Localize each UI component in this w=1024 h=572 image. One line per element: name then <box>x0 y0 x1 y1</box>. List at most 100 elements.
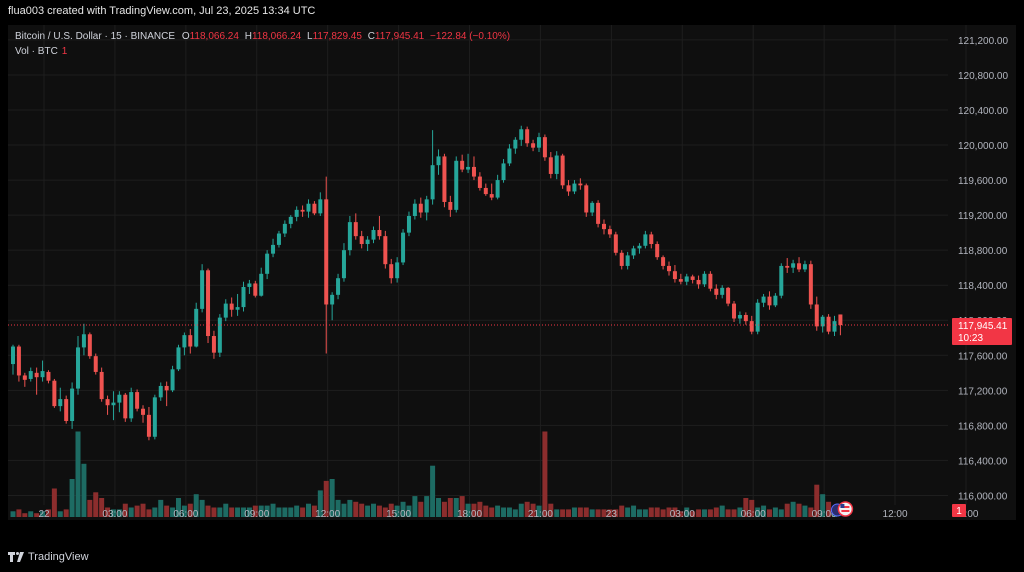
chart-legend: Bitcoin / U.S. Dollar · 15 · BINANCE O11… <box>15 29 513 59</box>
volume-bar <box>75 431 81 517</box>
candle-body <box>531 143 536 148</box>
candle-body <box>129 392 134 419</box>
volume-bar <box>766 509 772 517</box>
volume-bar <box>725 509 731 517</box>
y-tick-label: 116,800.00 <box>958 421 1008 432</box>
volume-bar <box>607 509 613 517</box>
candle-body <box>123 394 128 419</box>
volume-bar <box>719 505 725 517</box>
candle-body <box>578 183 583 186</box>
high-key: H <box>244 31 252 42</box>
candle-body <box>235 307 240 310</box>
volume-bar <box>713 507 719 517</box>
volume-label[interactable]: Vol · BTC <box>15 46 58 57</box>
volume-bar <box>826 501 832 517</box>
volume-bar <box>99 498 105 517</box>
candle-body <box>702 273 707 285</box>
volume-bar <box>436 498 442 517</box>
candle-body <box>389 264 394 279</box>
volume-bar <box>264 505 270 517</box>
volume-bar <box>146 509 152 517</box>
volume-bar <box>282 507 288 517</box>
volume-bar <box>371 503 377 517</box>
volume-bar <box>678 511 684 517</box>
candle-body <box>838 314 843 326</box>
candle-body <box>412 203 417 216</box>
volume-bar <box>642 509 648 517</box>
candle-body <box>637 245 642 249</box>
candle-body <box>572 183 577 192</box>
volume-bar <box>158 499 164 517</box>
candle-body <box>359 236 364 245</box>
x-tick-label: 12:00 <box>315 509 340 520</box>
volume-bar <box>252 505 258 517</box>
y-tick-label: 121,200.00 <box>958 36 1008 47</box>
volume-bar <box>347 499 353 517</box>
volume-bar <box>601 509 607 517</box>
candle-body <box>791 263 796 268</box>
candle-body <box>158 385 163 398</box>
x-tick-label: 15:00 <box>953 509 978 520</box>
candle-body <box>661 257 666 266</box>
volume-bar <box>483 505 489 517</box>
candle-body <box>430 165 435 200</box>
candle-body <box>259 273 264 296</box>
candle-body <box>655 244 660 258</box>
volume-bar <box>34 513 40 517</box>
volume-bar <box>164 505 170 517</box>
candle-body <box>554 155 559 174</box>
candle-body <box>714 288 719 295</box>
volume-tag <box>952 504 966 517</box>
volume-bar <box>69 479 75 517</box>
volume-bar <box>477 501 483 517</box>
volume-bar <box>577 507 583 517</box>
candle-body <box>164 385 169 391</box>
x-tick-label: 23 <box>606 509 618 520</box>
chart-canvas[interactable]: 116,000.00 116,400.00 116,800.00 117,200.00… <box>8 25 1016 520</box>
candle-body <box>732 303 737 319</box>
low-key: L <box>307 31 313 42</box>
volume-bar <box>359 503 365 517</box>
candle-body <box>76 347 81 389</box>
volume-bar <box>382 507 388 517</box>
candle-body <box>542 137 547 158</box>
y-tick-label: 116,000.00 <box>958 491 1008 502</box>
candle-body <box>808 264 813 305</box>
candle-body <box>377 230 382 237</box>
volume-bar <box>625 507 631 517</box>
candle-body <box>99 371 104 400</box>
candle-body <box>536 137 541 148</box>
candle-body <box>152 397 157 437</box>
volume-bar <box>495 505 501 517</box>
volume-bar <box>317 490 323 517</box>
volume-bar <box>16 509 22 517</box>
volume-bar <box>187 503 193 517</box>
symbol-title[interactable]: Bitcoin / U.S. Dollar · 15 · BINANCE <box>15 31 176 42</box>
volume-bar <box>57 511 63 517</box>
x-tick-label: 09:00 <box>812 509 837 520</box>
volume-bar <box>45 509 51 517</box>
candle-body <box>832 321 837 332</box>
chart-pane[interactable]: 116,000.00 116,400.00 116,800.00 117,200.00… <box>8 25 1016 520</box>
candle-body <box>643 234 648 246</box>
volume-bar <box>761 505 767 517</box>
legend-volume-row[interactable]: Vol · BTC 1 <box>15 44 513 59</box>
volume-bar <box>246 507 252 517</box>
tradingview-watermark: TradingView <box>8 549 89 565</box>
price-tag <box>952 318 1012 346</box>
volume-bar <box>276 507 282 517</box>
volume-bar <box>394 505 400 517</box>
volume-bar <box>424 496 430 517</box>
candle-body <box>194 308 199 347</box>
candle-body <box>247 283 252 287</box>
volume-bar <box>335 499 341 517</box>
candle-body <box>70 388 75 421</box>
candle-body <box>814 304 819 327</box>
candle-body <box>696 279 701 285</box>
y-tick-label: 119,600.00 <box>958 176 1008 187</box>
candle-body <box>28 371 33 379</box>
legend-symbol-row[interactable]: Bitcoin / U.S. Dollar · 15 · BINANCE O11… <box>15 29 513 44</box>
volume-bar <box>28 511 34 517</box>
volume-bar <box>790 501 796 517</box>
candle-body <box>797 263 802 270</box>
